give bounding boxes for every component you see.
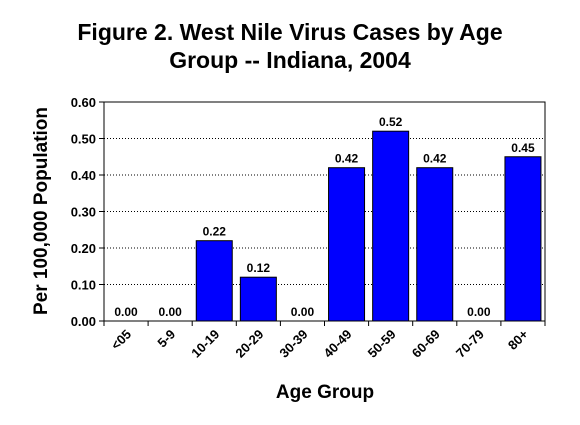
y-tick-labels: 0.00 0.10 0.20 0.30 0.40 0.50 0.60 — [71, 95, 96, 329]
x-tick-label: 60-69 — [409, 327, 443, 361]
bar — [416, 167, 454, 322]
data-label: 0.00 — [158, 305, 182, 319]
x-tick-label: 20-29 — [232, 327, 266, 361]
x-tick-labels: <05 5-9 10-19 20-29 30-39 40-49 50-59 60-69 70-7… — [108, 326, 531, 360]
gridlines — [104, 138, 545, 285]
bar — [328, 167, 366, 322]
y-axis-label: Per 100,000 Population — [31, 107, 52, 315]
x-tick-label: 70-79 — [453, 327, 487, 361]
chart-title: Figure 2. West Nile Virus Cases by Age G… — [0, 18, 580, 74]
x-tick-label: 80+ — [505, 326, 531, 352]
x-tick-label: <05 — [108, 327, 134, 353]
bar — [504, 156, 542, 322]
y-tick-label: 0.10 — [71, 278, 96, 293]
y-tick-label: 0.30 — [71, 205, 96, 220]
chart-title-line-2: Group -- Indiana, 2004 — [169, 47, 411, 73]
x-tick-label: 40-49 — [321, 327, 355, 361]
y-tick-label: 0.60 — [71, 95, 96, 110]
y-tick-label: 0.40 — [71, 168, 96, 183]
data-labels: 0.00 0.00 0.22 0.12 0.00 0.42 0.52 0.42 0.00 0.45 — [114, 115, 535, 319]
x-tick-label: 10-19 — [188, 327, 222, 361]
data-label: 0.52 — [379, 115, 403, 129]
axes — [99, 101, 546, 326]
chart-title-line-1: Figure 2. West Nile Virus Cases by Age — [77, 19, 503, 45]
data-label: 0.42 — [335, 152, 359, 166]
y-tick-label: 0.50 — [71, 132, 96, 147]
data-label: 0.00 — [291, 305, 315, 319]
x-tick-label: 30-39 — [276, 327, 310, 361]
data-label: 0.12 — [247, 261, 271, 275]
data-label: 0.00 — [467, 305, 491, 319]
x-axis-label: Age Group — [276, 382, 374, 403]
y-tick-label: 0.00 — [71, 314, 96, 329]
y-tick-label: 0.20 — [71, 241, 96, 256]
bar — [372, 130, 410, 322]
data-label: 0.00 — [114, 305, 138, 319]
data-label: 0.22 — [203, 225, 227, 239]
bars — [195, 130, 542, 322]
bar — [239, 276, 277, 322]
bar — [195, 240, 233, 322]
data-label: 0.42 — [423, 152, 447, 166]
x-tick-label: 50-59 — [365, 327, 399, 361]
x-tick-label: 5-9 — [154, 327, 178, 351]
data-label: 0.45 — [511, 141, 535, 155]
